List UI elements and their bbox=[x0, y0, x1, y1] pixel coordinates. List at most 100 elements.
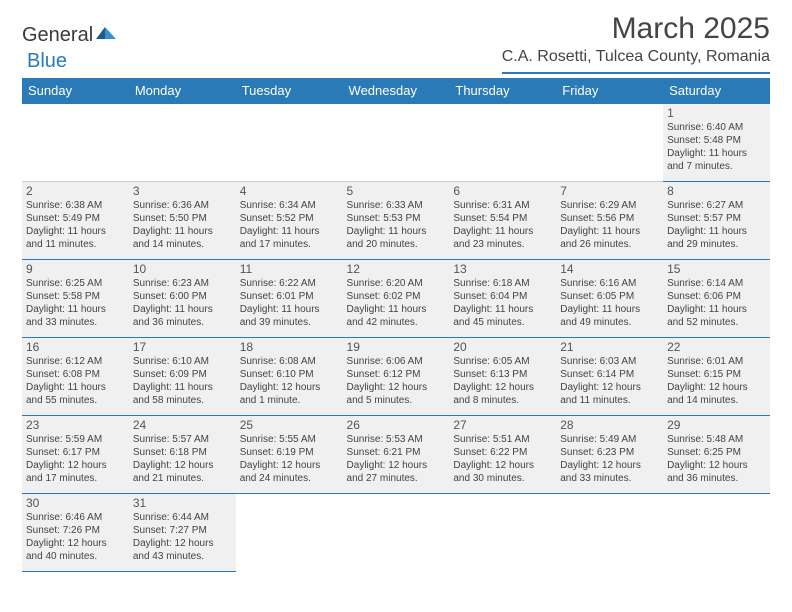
day-info: Sunrise: 6:31 AMSunset: 5:54 PMDaylight:… bbox=[453, 199, 552, 251]
day-number: 27 bbox=[453, 418, 552, 432]
calendar-day: 26Sunrise: 5:53 AMSunset: 6:21 PMDayligh… bbox=[343, 416, 450, 494]
calendar-empty bbox=[556, 104, 663, 182]
day-info: Sunrise: 6:44 AMSunset: 7:27 PMDaylight:… bbox=[133, 511, 232, 563]
day-number: 9 bbox=[26, 262, 125, 276]
day-number: 24 bbox=[133, 418, 232, 432]
day-info: Sunrise: 6:05 AMSunset: 6:13 PMDaylight:… bbox=[453, 355, 552, 407]
calendar-row: 2Sunrise: 6:38 AMSunset: 5:49 PMDaylight… bbox=[22, 182, 770, 260]
day-info: Sunrise: 6:27 AMSunset: 5:57 PMDaylight:… bbox=[667, 199, 766, 251]
day-info: Sunrise: 6:23 AMSunset: 6:00 PMDaylight:… bbox=[133, 277, 232, 329]
calendar-day: 10Sunrise: 6:23 AMSunset: 6:00 PMDayligh… bbox=[129, 260, 236, 338]
day-number: 28 bbox=[560, 418, 659, 432]
day-info: Sunrise: 6:08 AMSunset: 6:10 PMDaylight:… bbox=[240, 355, 339, 407]
day-info: Sunrise: 5:59 AMSunset: 6:17 PMDaylight:… bbox=[26, 433, 125, 485]
weekday-header: Monday bbox=[129, 78, 236, 104]
day-number: 22 bbox=[667, 340, 766, 354]
day-info: Sunrise: 6:38 AMSunset: 5:49 PMDaylight:… bbox=[26, 199, 125, 251]
day-info: Sunrise: 6:10 AMSunset: 6:09 PMDaylight:… bbox=[133, 355, 232, 407]
day-number: 29 bbox=[667, 418, 766, 432]
day-number: 2 bbox=[26, 184, 125, 198]
calendar-row: 9Sunrise: 6:25 AMSunset: 5:58 PMDaylight… bbox=[22, 260, 770, 338]
calendar-body: 1Sunrise: 6:40 AMSunset: 5:48 PMDaylight… bbox=[22, 104, 770, 572]
day-info: Sunrise: 5:49 AMSunset: 6:23 PMDaylight:… bbox=[560, 433, 659, 485]
calendar-day: 14Sunrise: 6:16 AMSunset: 6:05 PMDayligh… bbox=[556, 260, 663, 338]
calendar-head: SundayMondayTuesdayWednesdayThursdayFrid… bbox=[22, 78, 770, 104]
calendar-day: 12Sunrise: 6:20 AMSunset: 6:02 PMDayligh… bbox=[343, 260, 450, 338]
calendar-day: 30Sunrise: 6:46 AMSunset: 7:26 PMDayligh… bbox=[22, 494, 129, 572]
calendar-day: 15Sunrise: 6:14 AMSunset: 6:06 PMDayligh… bbox=[663, 260, 770, 338]
calendar-day: 5Sunrise: 6:33 AMSunset: 5:53 PMDaylight… bbox=[343, 182, 450, 260]
day-info: Sunrise: 6:25 AMSunset: 5:58 PMDaylight:… bbox=[26, 277, 125, 329]
day-info: Sunrise: 6:18 AMSunset: 6:04 PMDaylight:… bbox=[453, 277, 552, 329]
day-info: Sunrise: 6:12 AMSunset: 6:08 PMDaylight:… bbox=[26, 355, 125, 407]
day-number: 16 bbox=[26, 340, 125, 354]
logo-icon bbox=[96, 24, 118, 47]
title-block: March 2025 C.A. Rosetti, Tulcea County, … bbox=[502, 12, 770, 74]
calendar-day: 8Sunrise: 6:27 AMSunset: 5:57 PMDaylight… bbox=[663, 182, 770, 260]
day-info: Sunrise: 6:40 AMSunset: 5:48 PMDaylight:… bbox=[667, 121, 766, 173]
day-number: 3 bbox=[133, 184, 232, 198]
day-number: 26 bbox=[347, 418, 446, 432]
calendar-table: SundayMondayTuesdayWednesdayThursdayFrid… bbox=[22, 78, 770, 572]
calendar-day: 23Sunrise: 5:59 AMSunset: 6:17 PMDayligh… bbox=[22, 416, 129, 494]
page-title: March 2025 bbox=[502, 12, 770, 46]
weekday-header: Friday bbox=[556, 78, 663, 104]
location-line: C.A. Rosetti, Tulcea County, Romania bbox=[502, 48, 770, 74]
calendar-empty bbox=[236, 494, 343, 572]
calendar-day: 22Sunrise: 6:01 AMSunset: 6:15 PMDayligh… bbox=[663, 338, 770, 416]
calendar-row: 23Sunrise: 5:59 AMSunset: 6:17 PMDayligh… bbox=[22, 416, 770, 494]
day-info: Sunrise: 6:01 AMSunset: 6:15 PMDaylight:… bbox=[667, 355, 766, 407]
logo-text-1: General bbox=[22, 24, 93, 47]
day-number: 4 bbox=[240, 184, 339, 198]
day-number: 21 bbox=[560, 340, 659, 354]
calendar-row: 16Sunrise: 6:12 AMSunset: 6:08 PMDayligh… bbox=[22, 338, 770, 416]
day-number: 5 bbox=[347, 184, 446, 198]
logo-text-2: Blue bbox=[27, 50, 67, 73]
day-number: 8 bbox=[667, 184, 766, 198]
day-number: 17 bbox=[133, 340, 232, 354]
calendar-day: 19Sunrise: 6:06 AMSunset: 6:12 PMDayligh… bbox=[343, 338, 450, 416]
calendar-empty bbox=[663, 494, 770, 572]
calendar-day: 7Sunrise: 6:29 AMSunset: 5:56 PMDaylight… bbox=[556, 182, 663, 260]
calendar-day: 24Sunrise: 5:57 AMSunset: 6:18 PMDayligh… bbox=[129, 416, 236, 494]
day-info: Sunrise: 6:14 AMSunset: 6:06 PMDaylight:… bbox=[667, 277, 766, 329]
calendar-day: 18Sunrise: 6:08 AMSunset: 6:10 PMDayligh… bbox=[236, 338, 343, 416]
day-number: 6 bbox=[453, 184, 552, 198]
calendar-day: 3Sunrise: 6:36 AMSunset: 5:50 PMDaylight… bbox=[129, 182, 236, 260]
calendar-empty bbox=[343, 104, 450, 182]
weekday-header: Sunday bbox=[22, 78, 129, 104]
calendar-day: 17Sunrise: 6:10 AMSunset: 6:09 PMDayligh… bbox=[129, 338, 236, 416]
calendar-empty bbox=[556, 494, 663, 572]
day-info: Sunrise: 5:48 AMSunset: 6:25 PMDaylight:… bbox=[667, 433, 766, 485]
calendar-day: 13Sunrise: 6:18 AMSunset: 6:04 PMDayligh… bbox=[449, 260, 556, 338]
calendar-empty bbox=[449, 494, 556, 572]
day-info: Sunrise: 6:06 AMSunset: 6:12 PMDaylight:… bbox=[347, 355, 446, 407]
calendar-day: 11Sunrise: 6:22 AMSunset: 6:01 PMDayligh… bbox=[236, 260, 343, 338]
day-number: 12 bbox=[347, 262, 446, 276]
day-info: Sunrise: 6:33 AMSunset: 5:53 PMDaylight:… bbox=[347, 199, 446, 251]
day-number: 11 bbox=[240, 262, 339, 276]
weekday-header: Thursday bbox=[449, 78, 556, 104]
logo: General bbox=[22, 24, 118, 47]
calendar-day: 25Sunrise: 5:55 AMSunset: 6:19 PMDayligh… bbox=[236, 416, 343, 494]
day-info: Sunrise: 6:29 AMSunset: 5:56 PMDaylight:… bbox=[560, 199, 659, 251]
day-info: Sunrise: 5:55 AMSunset: 6:19 PMDaylight:… bbox=[240, 433, 339, 485]
day-info: Sunrise: 5:51 AMSunset: 6:22 PMDaylight:… bbox=[453, 433, 552, 485]
calendar-day: 29Sunrise: 5:48 AMSunset: 6:25 PMDayligh… bbox=[663, 416, 770, 494]
weekday-header: Tuesday bbox=[236, 78, 343, 104]
day-info: Sunrise: 6:20 AMSunset: 6:02 PMDaylight:… bbox=[347, 277, 446, 329]
day-number: 30 bbox=[26, 496, 125, 510]
day-info: Sunrise: 6:03 AMSunset: 6:14 PMDaylight:… bbox=[560, 355, 659, 407]
calendar-day: 4Sunrise: 6:34 AMSunset: 5:52 PMDaylight… bbox=[236, 182, 343, 260]
calendar-empty bbox=[449, 104, 556, 182]
calendar-day: 1Sunrise: 6:40 AMSunset: 5:48 PMDaylight… bbox=[663, 104, 770, 182]
day-number: 19 bbox=[347, 340, 446, 354]
calendar-row: 30Sunrise: 6:46 AMSunset: 7:26 PMDayligh… bbox=[22, 494, 770, 572]
day-number: 20 bbox=[453, 340, 552, 354]
day-info: Sunrise: 6:46 AMSunset: 7:26 PMDaylight:… bbox=[26, 511, 125, 563]
calendar-day: 31Sunrise: 6:44 AMSunset: 7:27 PMDayligh… bbox=[129, 494, 236, 572]
calendar-day: 21Sunrise: 6:03 AMSunset: 6:14 PMDayligh… bbox=[556, 338, 663, 416]
day-number: 18 bbox=[240, 340, 339, 354]
calendar-day: 9Sunrise: 6:25 AMSunset: 5:58 PMDaylight… bbox=[22, 260, 129, 338]
calendar-empty bbox=[129, 104, 236, 182]
